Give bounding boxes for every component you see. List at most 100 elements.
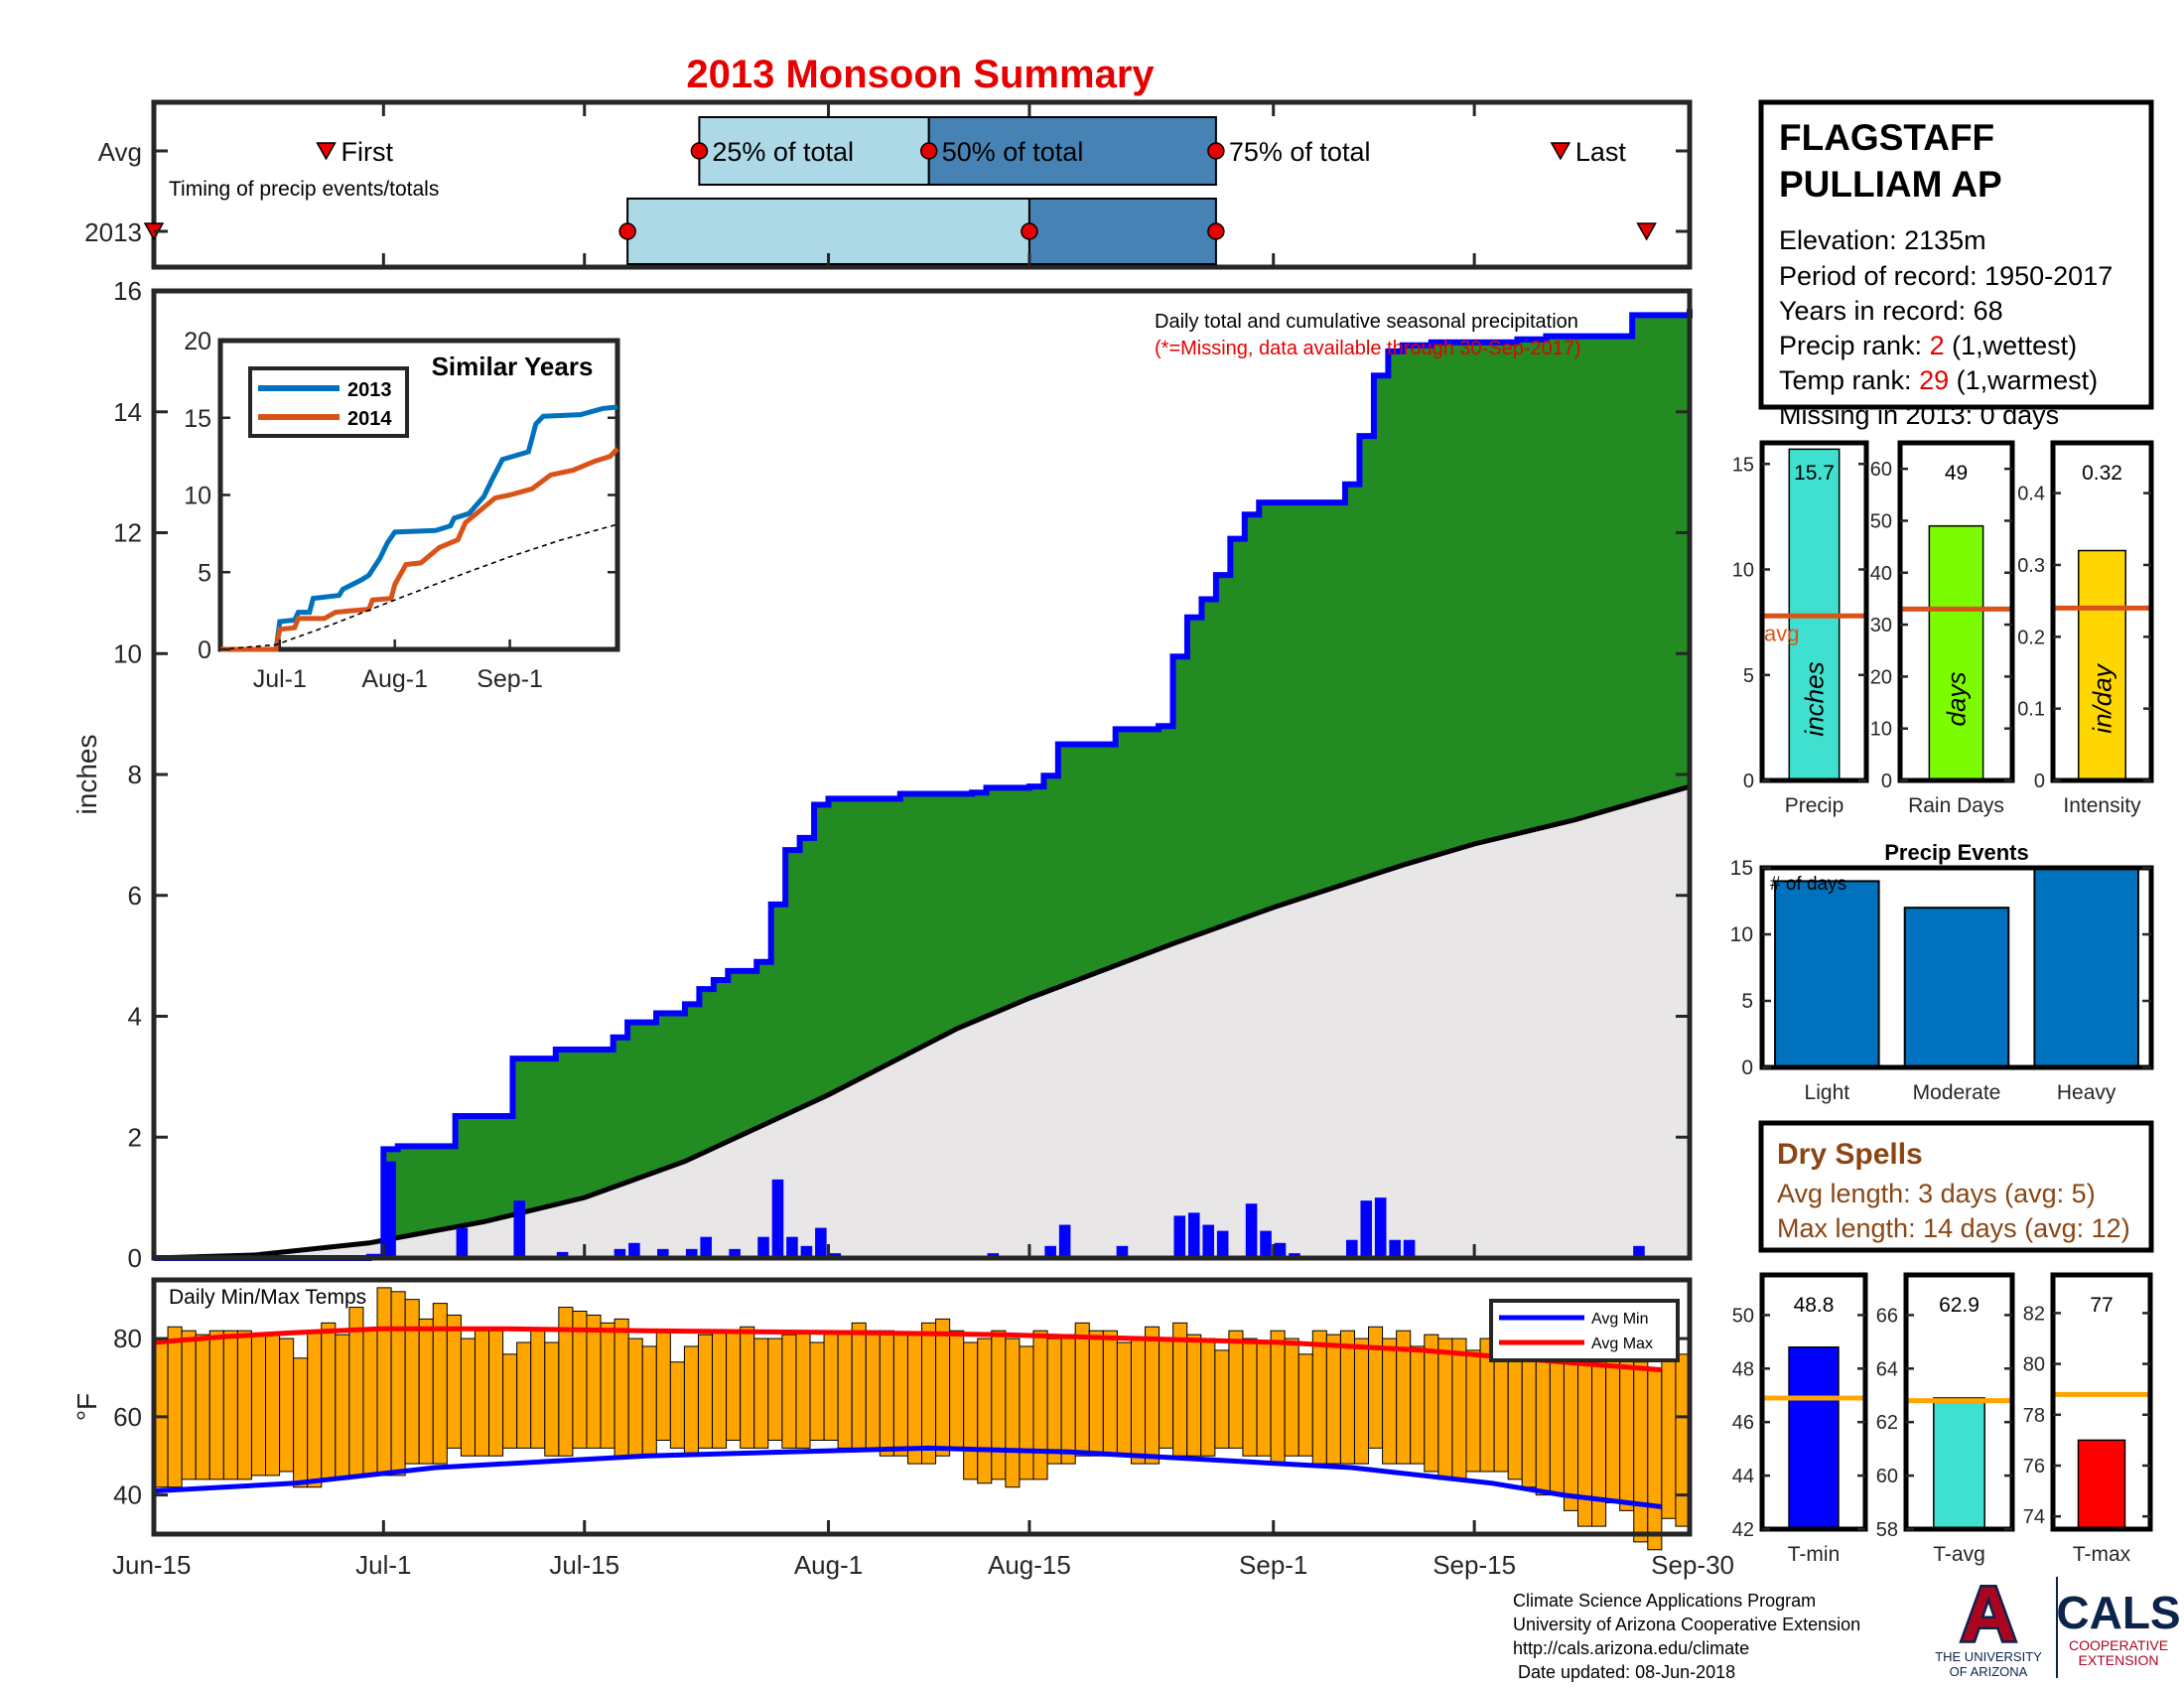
daily-temp-bar	[167, 1326, 183, 1488]
daily-temp-bar	[1353, 1337, 1370, 1465]
cals-logo-sub-1: COOPERATIVE	[2069, 1637, 2168, 1653]
temps-plot-frame	[151, 1277, 1693, 1537]
daily-precip-bar	[1360, 1200, 1373, 1258]
daily-temp-bar	[1088, 1330, 1104, 1457]
inset-series-line-2014	[220, 447, 619, 652]
daily-temp-bar	[1242, 1337, 1258, 1457]
daily-temp-bar	[1311, 1330, 1327, 1465]
daily-precip-bar	[815, 1227, 827, 1258]
inset-title: Similar Years	[432, 352, 594, 381]
daily-precip-bar	[786, 1236, 798, 1258]
x-tick-label: Jul-1	[355, 1550, 411, 1580]
daily-temp-bar	[335, 1334, 350, 1480]
temps-y-tick-label: 40	[113, 1480, 142, 1510]
main-plot-frame	[151, 288, 1693, 1261]
main-y-tick-label: 14	[113, 397, 142, 427]
daily-temp-bar	[446, 1314, 462, 1449]
t-avg-y-tick-label: 60	[1876, 1466, 1898, 1487]
t-avg-y-tick-label: 66	[1876, 1305, 1898, 1327]
temps-y-tick-label: 60	[113, 1402, 142, 1432]
rain-days-unit-label: days	[1942, 672, 1972, 727]
events-plot-frame	[1759, 865, 2154, 1070]
daily-temp-bar	[683, 1345, 699, 1457]
rain-days-y-tick-label: 40	[1870, 563, 1892, 585]
main-y-axis-label: inches	[71, 735, 102, 815]
daily-temp-bar	[1451, 1337, 1467, 1480]
avg-max-line	[153, 1326, 1662, 1373]
t-avg-value-bar	[1933, 1397, 1985, 1530]
inset-x-tick-label: Aug-1	[361, 665, 428, 693]
intensity-unit-label: in/day	[2088, 662, 2117, 733]
daily-precip-bar	[1058, 1224, 1071, 1258]
daily-temp-bar	[265, 1334, 281, 1477]
timing-label-last: Last	[1575, 137, 1627, 167]
daily-precip-bar	[757, 1236, 769, 1258]
events-bar-light	[1774, 880, 1880, 1069]
cals-logo-sub-2: EXTENSION	[2079, 1652, 2159, 1668]
daily-precip-bar	[800, 1245, 813, 1258]
dry-spells-max-length: Max length: 14 days (avg: 12)	[1777, 1213, 2130, 1243]
daily-temp-bar	[1060, 1334, 1076, 1465]
main-y-tick-label: 2	[128, 1122, 142, 1152]
precip-avg-label: avg	[1764, 621, 1799, 645]
t-avg-axis-label: T-avg	[1933, 1543, 1985, 1566]
t-min-axis-label: T-min	[1788, 1543, 1841, 1566]
timing-2013-last-marker	[1636, 222, 1657, 241]
main-chart-note-missing: (*=Missing, data available through 30-Se…	[1155, 338, 1581, 359]
daily-temp-bar	[279, 1337, 295, 1473]
daily-precip-bar	[1173, 1215, 1186, 1258]
daily-precip-bar	[1403, 1239, 1416, 1258]
t-max-panel-frame	[2050, 1272, 2153, 1532]
daily-temp-bar	[195, 1334, 210, 1480]
x-tick-label: Jun-15	[112, 1550, 192, 1580]
daily-temp-bar	[1382, 1337, 1398, 1465]
daily-temp-bar	[362, 1330, 378, 1477]
similar-years-inset: 0 5 10 15 20 Jul-1 Aug-1 Sep-1 Similar Years 20…	[184, 328, 620, 693]
daily-precip-bar	[1389, 1239, 1401, 1258]
daily-precip-bar	[614, 1248, 626, 1258]
rain-days-y-tick-label: 60	[1870, 459, 1892, 481]
daily-temp-bar	[307, 1330, 323, 1488]
daily-temp-bar	[418, 1318, 434, 1465]
daily-precip-bar	[1260, 1230, 1272, 1258]
precip-axis-label: Precip	[1785, 794, 1844, 817]
daily-temp-bar	[1145, 1326, 1160, 1465]
t-max-y-tick-label: 78	[2023, 1405, 2045, 1427]
timing-note: Timing of precip events/totals	[169, 178, 439, 201]
t-min-y-tick-label: 50	[1732, 1305, 1754, 1327]
ua-logo-line-2: OF ARIZONA	[1950, 1664, 2028, 1679]
station-missing: Missing in 2013: 0 days	[1779, 400, 2059, 430]
timing-avg-box	[698, 116, 930, 186]
daily-temp-bar	[474, 1330, 490, 1457]
daily-temp-bar	[1270, 1330, 1286, 1465]
inset-y-tick-label: 5	[198, 559, 211, 587]
daily-temp-bar	[767, 1337, 783, 1441]
timing-2013-quartile-marker	[618, 222, 636, 240]
daily-temp-bar	[740, 1326, 755, 1449]
inset-y-tick-label: 15	[184, 405, 211, 433]
daily-temp-bar	[376, 1287, 392, 1477]
intensity-value-label: 0.32	[2082, 462, 2122, 485]
dry-spells-box: Dry Spells Avg length: 3 days (avg: 5) M…	[1758, 1120, 2154, 1253]
t-max-y-tick-label: 82	[2023, 1303, 2045, 1325]
daily-temp-bar	[1424, 1334, 1439, 1473]
daily-temp-bar	[181, 1330, 197, 1480]
daily-temps-chart: 40 60 80 Jun-15 Jul-1 Jul-15 Aug-1 Aug-15 Sep-1 S…	[71, 1277, 1734, 1580]
daily-temp-bar	[222, 1330, 238, 1480]
daily-precip-bar	[700, 1236, 712, 1258]
daily-precip-bar	[513, 1200, 526, 1258]
university-of-arizona-logo: A THE UNIVERSITY OF ARIZONA	[1935, 1568, 2042, 1680]
daily-temp-bar	[641, 1345, 657, 1457]
precip-y-tick-label: 15	[1732, 454, 1754, 476]
inset-x-tick-label: Sep-1	[477, 665, 543, 693]
timing-avg-quartile-marker	[1207, 142, 1225, 160]
inset-series-line-2013	[220, 404, 618, 652]
daily-temp-bar	[865, 1330, 881, 1449]
main-y-tick-label: 0	[128, 1243, 142, 1273]
events-y-tick-label: 15	[1730, 857, 1753, 880]
daily-temp-bar	[879, 1330, 894, 1457]
daily-temp-bar	[1563, 1353, 1578, 1511]
t-max-y-tick-label: 80	[2023, 1354, 2045, 1376]
station-elevation: Elevation: 2135m	[1779, 225, 1986, 255]
